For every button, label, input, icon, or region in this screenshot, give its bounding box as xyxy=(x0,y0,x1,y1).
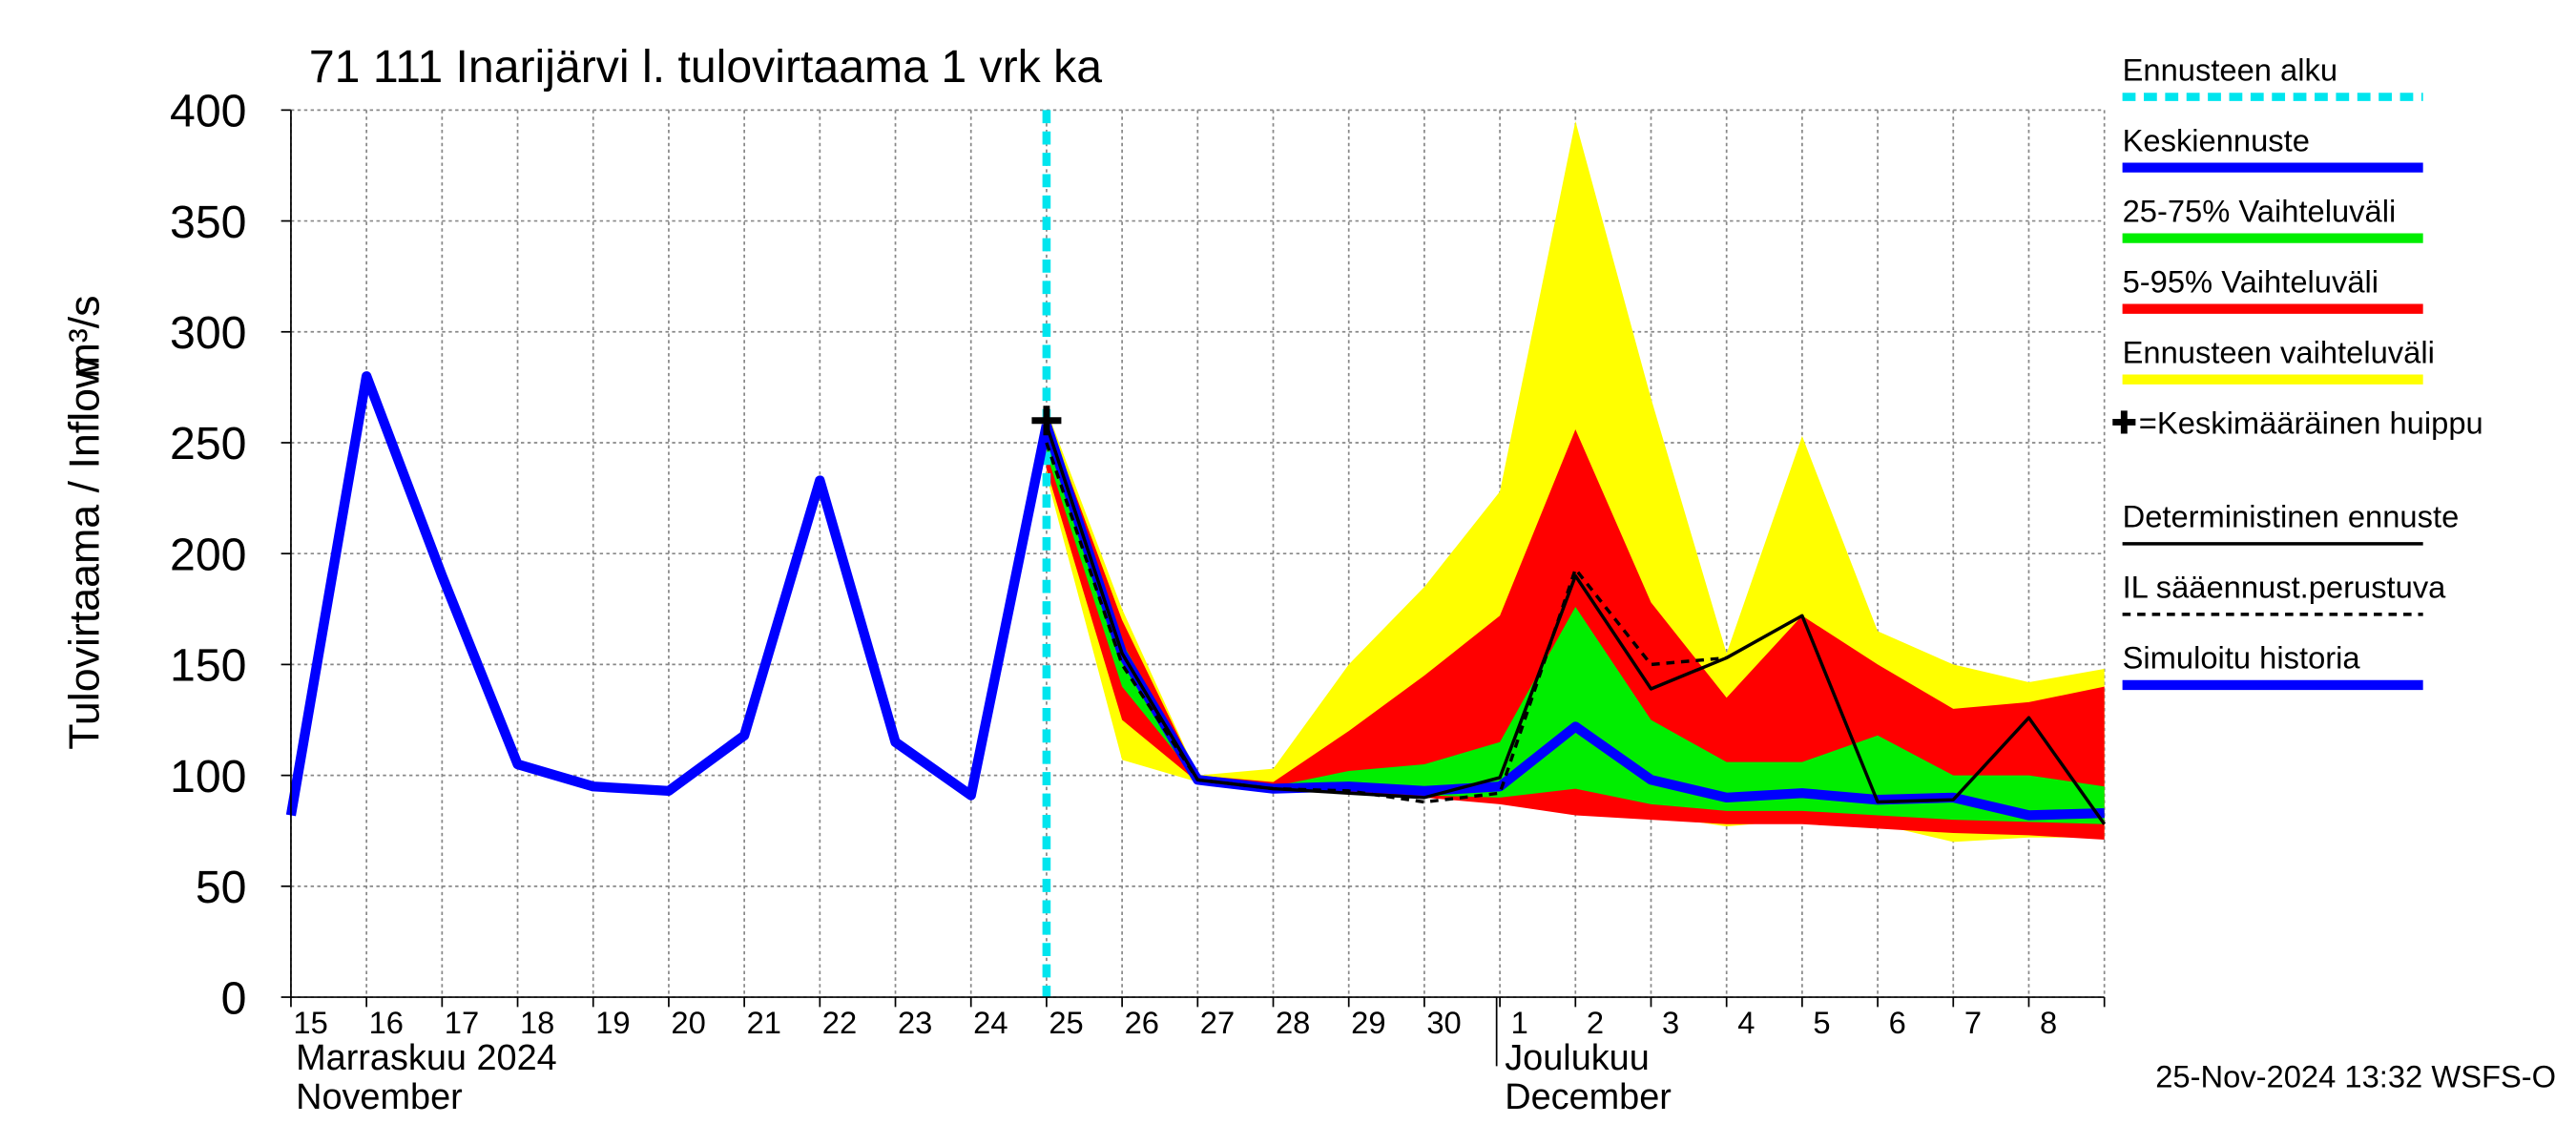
month-label-en: December xyxy=(1505,1077,1672,1117)
x-tick-label: 15 xyxy=(293,1005,327,1040)
x-tick-label: 25 xyxy=(1049,1005,1083,1040)
x-tick-label: 1 xyxy=(1511,1005,1528,1040)
x-tick-label: 26 xyxy=(1125,1005,1159,1040)
x-tick-label: 27 xyxy=(1200,1005,1235,1040)
y-axis-label: Tulovirtaama / Inflow xyxy=(61,357,109,750)
x-tick-label: 16 xyxy=(369,1005,404,1040)
legend-label: 5-95% Vaihteluväli xyxy=(2123,263,2379,299)
x-tick-label: 30 xyxy=(1426,1005,1461,1040)
y-tick-label: 200 xyxy=(170,529,246,580)
month-label-en: November xyxy=(296,1077,463,1117)
legend-label: Ennusteen vaihteluväli xyxy=(2123,334,2435,369)
y-axis-unit: m³/s xyxy=(61,295,109,378)
y-tick-label: 50 xyxy=(196,862,247,913)
x-tick-label: 21 xyxy=(747,1005,781,1040)
legend-swatch xyxy=(2112,410,2136,434)
y-tick-label: 100 xyxy=(170,751,246,802)
peak-marker xyxy=(1031,406,1062,436)
series-line xyxy=(1045,424,2107,825)
y-tick-label: 300 xyxy=(170,307,246,359)
x-tick-label: 22 xyxy=(822,1005,857,1040)
x-tick-label: 20 xyxy=(671,1005,705,1040)
legend-label: Ennusteen alku xyxy=(2123,52,2337,87)
x-tick-label: 8 xyxy=(2040,1005,2057,1040)
x-tick-label: 7 xyxy=(1964,1005,1982,1040)
footer: 25-Nov-2024 13:32 WSFS-O xyxy=(2155,1059,2556,1094)
x-tick-label: 28 xyxy=(1276,1005,1310,1040)
x-tick-label: 5 xyxy=(1813,1005,1830,1040)
y-tick-label: 150 xyxy=(170,640,246,692)
y-tick-label: 400 xyxy=(170,86,246,137)
series-line xyxy=(285,371,1051,817)
band xyxy=(1046,431,2105,824)
x-tick-label: 6 xyxy=(1889,1005,1906,1040)
legend-label: Simuloitu historia xyxy=(2123,640,2361,676)
legend-label: =Keskimääräinen huippu xyxy=(2139,406,2483,441)
month-label-fi: Joulukuu xyxy=(1505,1038,1650,1078)
y-tick-label: 250 xyxy=(170,418,246,469)
legend-label: Deterministinen ennuste xyxy=(2123,499,2460,534)
legend-label: 25-75% Vaihteluväli xyxy=(2123,193,2397,228)
x-tick-label: 3 xyxy=(1662,1005,1679,1040)
y-tick-label: 350 xyxy=(170,197,246,248)
legend-label: IL sääennust.perustuva xyxy=(2123,570,2447,605)
series-line xyxy=(1045,442,1727,804)
x-tick-label: 19 xyxy=(595,1005,630,1040)
x-tick-label: 29 xyxy=(1351,1005,1385,1040)
y-tick-label: 0 xyxy=(221,972,247,1024)
x-tick-label: 4 xyxy=(1737,1005,1755,1040)
x-tick-label: 18 xyxy=(520,1005,554,1040)
month-label-fi: Marraskuu 2024 xyxy=(296,1038,557,1078)
x-tick-label: 2 xyxy=(1587,1005,1604,1040)
x-tick-label: 17 xyxy=(445,1005,479,1040)
chart-title: 71 111 Inarijärvi l. tulovirtaama 1 vrk … xyxy=(309,41,1102,93)
legend-label: Keskiennuste xyxy=(2123,122,2310,157)
x-tick-label: 24 xyxy=(973,1005,1008,1040)
x-tick-label: 23 xyxy=(898,1005,932,1040)
